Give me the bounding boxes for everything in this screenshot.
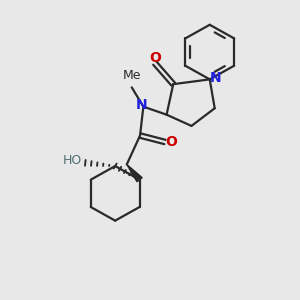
Text: N: N [210,71,221,85]
Polygon shape [127,164,142,182]
Text: N: N [136,98,148,112]
Text: Me: Me [122,69,141,82]
Text: O: O [149,52,161,65]
Text: O: O [165,135,177,149]
Text: HO: HO [63,154,82,167]
